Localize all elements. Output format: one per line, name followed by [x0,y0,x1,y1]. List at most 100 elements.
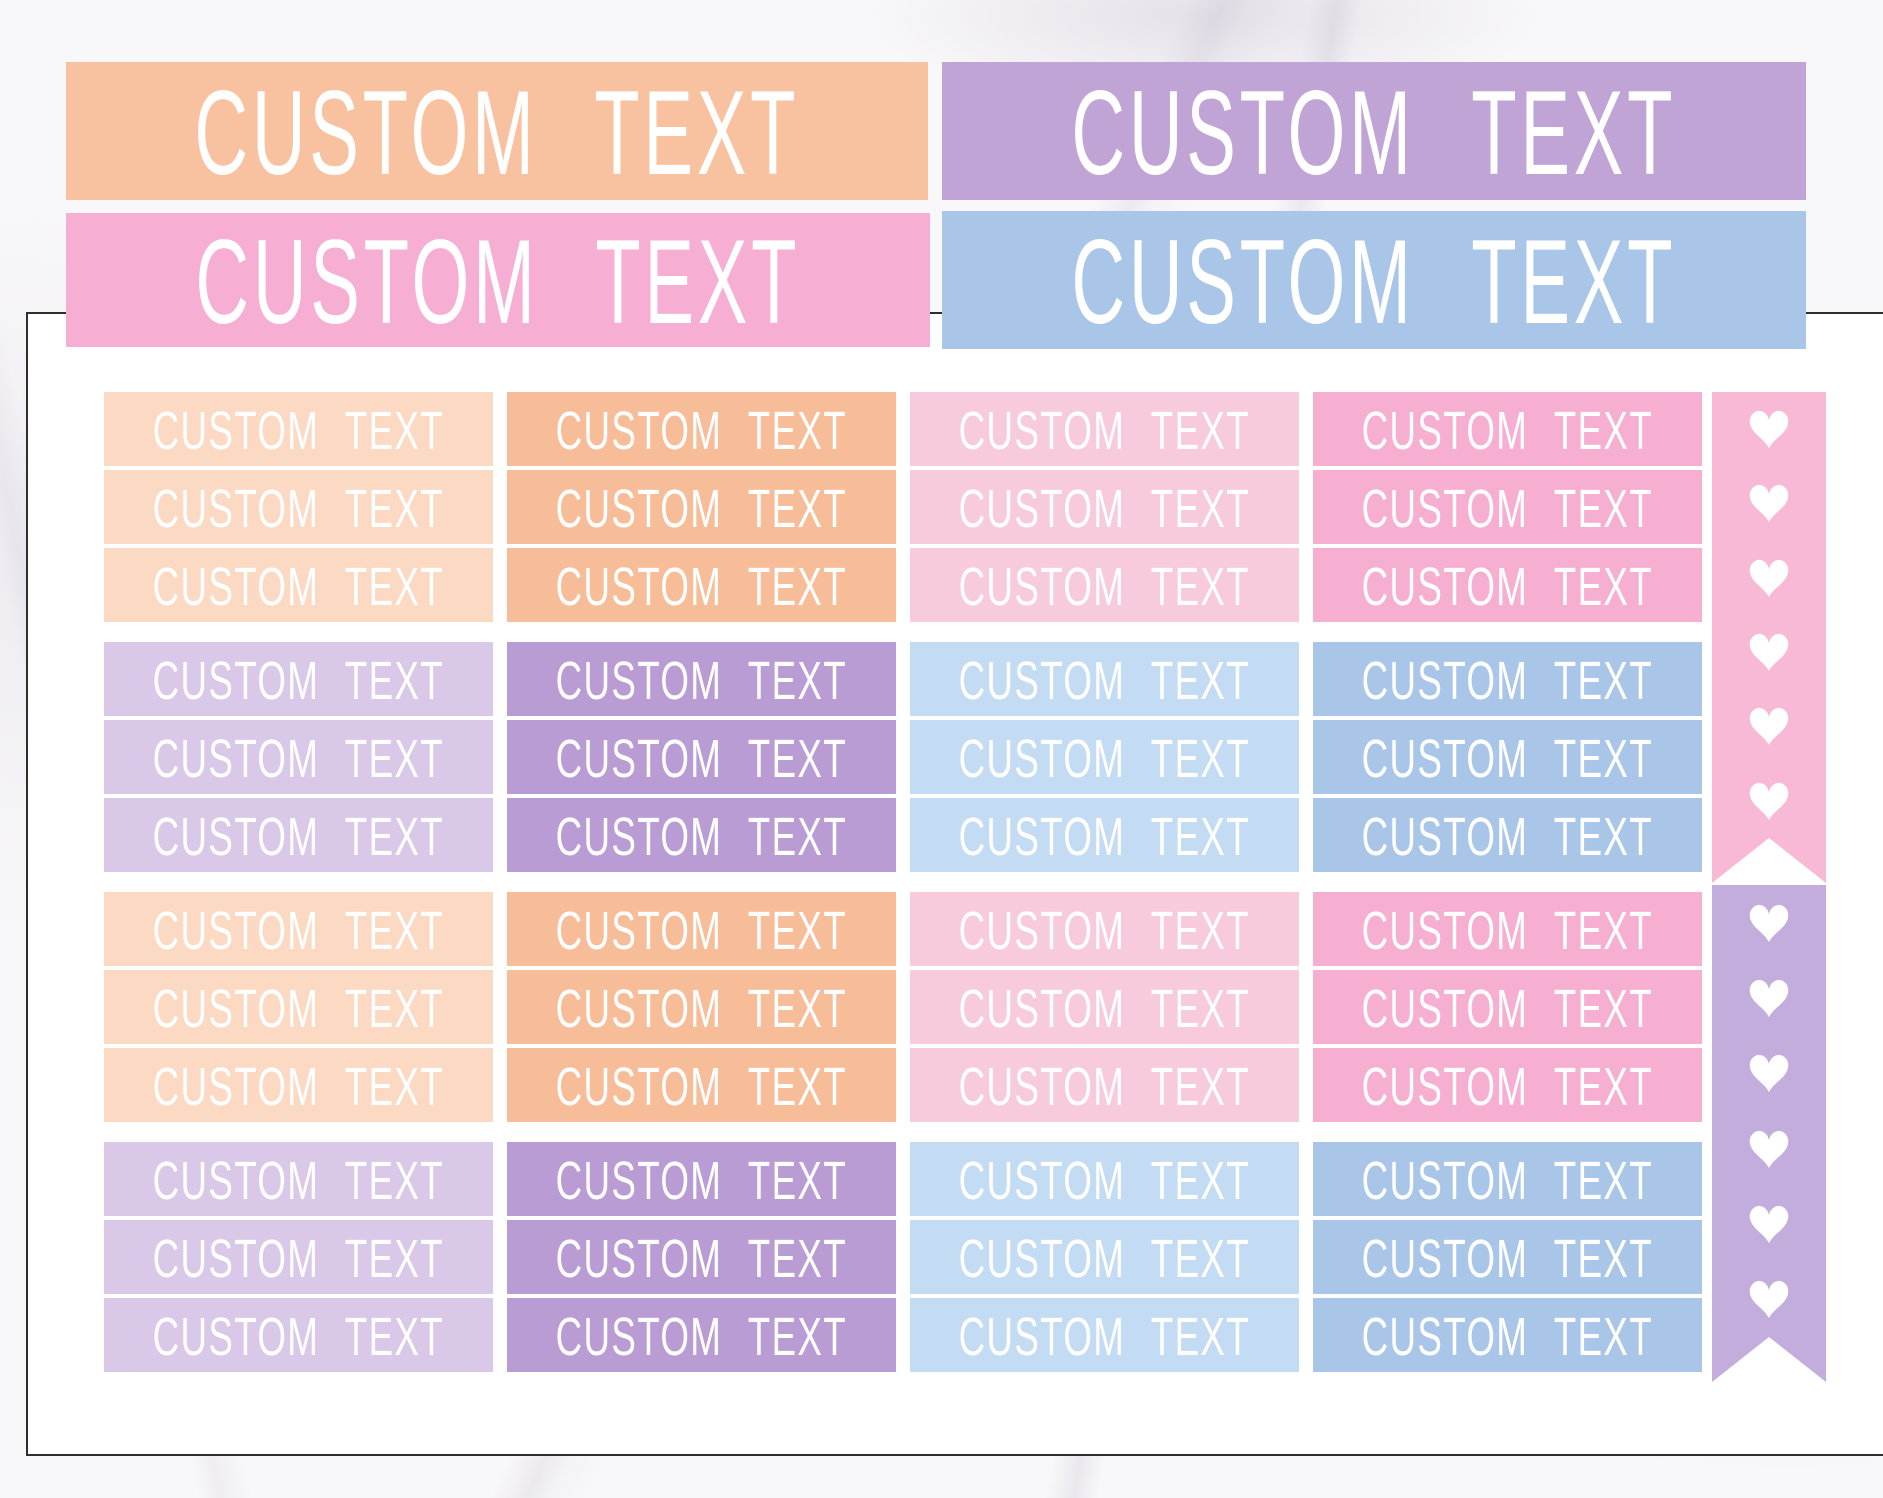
sticker-bar-label: CUSTOM TEXT [958,400,1251,461]
sticker-bar: CUSTOM TEXT [910,1142,1299,1216]
sticker-bar: CUSTOM TEXT [910,798,1299,872]
heart-icon [1746,901,1792,945]
sticker-row: CUSTOM TEXT CUSTOM TEXT CUSTOM TEXT CUSTOM … [104,1220,1702,1294]
sticker-bar: CUSTOM TEXT [104,798,493,872]
sticker-row: CUSTOM TEXT CUSTOM TEXT CUSTOM TEXT CUSTOM … [104,392,1702,466]
sticker-bar: CUSTOM TEXT [104,970,493,1044]
heart-icon [1746,779,1792,823]
sticker-row: CUSTOM TEXT CUSTOM TEXT CUSTOM TEXT CUSTOM … [104,892,1702,966]
sticker-bar: CUSTOM TEXT [507,1220,896,1294]
sticker-bar-label: CUSTOM TEXT [1361,978,1654,1039]
sticker-bar: CUSTOM TEXT [1313,1048,1702,1122]
sticker-bar-label: CUSTOM TEXT [152,556,445,617]
sticker-bar: CUSTOM TEXT [104,1298,493,1372]
sticker-bar-label: CUSTOM TEXT [958,978,1251,1039]
sticker-row: CUSTOM TEXT CUSTOM TEXT CUSTOM TEXT CUSTOM … [104,798,1702,872]
sticker-bar: CUSTOM TEXT [104,642,493,716]
sticker-bar-label: CUSTOM TEXT [555,728,848,789]
sticker-bar-label: CUSTOM TEXT [1361,806,1654,867]
heart-icon [1746,1051,1792,1095]
sticker-bar-label: CUSTOM TEXT [152,1056,445,1117]
sticker-bar-label: CUSTOM TEXT [958,728,1251,789]
sticker-bar: CUSTOM TEXT [910,548,1299,622]
sticker-bar-label: CUSTOM TEXT [555,650,848,711]
sticker-bar: CUSTOM TEXT [104,1142,493,1216]
purple-blue-group-2: CUSTOM TEXT CUSTOM TEXT CUSTOM TEXT CUSTOM … [104,1142,1702,1372]
sticker-bar: CUSTOM TEXT [507,1298,896,1372]
sticker-row: CUSTOM TEXT CUSTOM TEXT CUSTOM TEXT CUSTOM … [104,470,1702,544]
sticker-bar-label: CUSTOM TEXT [1361,1150,1654,1211]
sticker-bar: CUSTOM TEXT [1313,470,1702,544]
sticker-bar: CUSTOM TEXT [1313,1142,1702,1216]
sticker-bar-label: CUSTOM TEXT [958,806,1251,867]
sticker-bar-label: CUSTOM TEXT [555,1150,848,1211]
header-bar-pink: CUSTOM TEXT [66,213,930,347]
sticker-bar-label: CUSTOM TEXT [958,900,1251,961]
header-label: CUSTOM TEXT [1071,66,1677,200]
sticker-bar: CUSTOM TEXT [507,720,896,794]
sticker-row: CUSTOM TEXT CUSTOM TEXT CUSTOM TEXT CUSTOM … [104,642,1702,716]
sticker-bar: CUSTOM TEXT [507,1142,896,1216]
sticker-bar: CUSTOM TEXT [910,392,1299,466]
peach-pink-group-2: CUSTOM TEXT CUSTOM TEXT CUSTOM TEXT CUSTOM … [104,892,1702,1122]
sticker-bar: CUSTOM TEXT [910,1220,1299,1294]
sticker-bar: CUSTOM TEXT [1313,392,1702,466]
sticker-bar: CUSTOM TEXT [507,970,896,1044]
header-bar-purple: CUSTOM TEXT [942,62,1806,200]
sticker-bar: CUSTOM TEXT [507,548,896,622]
heart-icon [1746,481,1792,525]
sticker-bar-label: CUSTOM TEXT [958,1228,1251,1289]
sticker-bar-label: CUSTOM TEXT [1361,1306,1654,1367]
sticker-bar: CUSTOM TEXT [910,642,1299,716]
heart-icon [1746,976,1792,1020]
sticker-bar: CUSTOM TEXT [507,470,896,544]
sticker-bar-label: CUSTOM TEXT [555,478,848,539]
peach-pink-group-1: CUSTOM TEXT CUSTOM TEXT CUSTOM TEXT CUSTOM … [104,392,1702,622]
sticker-bar-label: CUSTOM TEXT [1361,728,1654,789]
sticker-bar: CUSTOM TEXT [507,798,896,872]
sticker-bar: CUSTOM TEXT [104,548,493,622]
sticker-bar: CUSTOM TEXT [1313,1298,1702,1372]
sticker-row: CUSTOM TEXT CUSTOM TEXT CUSTOM TEXT CUSTOM … [104,1142,1702,1216]
sticker-bar-label: CUSTOM TEXT [555,400,848,461]
sticker-bar-label: CUSTOM TEXT [152,978,445,1039]
sticker-bar: CUSTOM TEXT [507,642,896,716]
sticker-row: CUSTOM TEXT CUSTOM TEXT CUSTOM TEXT CUSTOM … [104,970,1702,1044]
sticker-bar-label: CUSTOM TEXT [1361,650,1654,711]
sticker-bar: CUSTOM TEXT [1313,548,1702,622]
sticker-bar: CUSTOM TEXT [507,1048,896,1122]
sticker-bar-label: CUSTOM TEXT [958,1150,1251,1211]
sticker-bar: CUSTOM TEXT [104,470,493,544]
sticker-bar: CUSTOM TEXT [104,720,493,794]
sticker-row: CUSTOM TEXT CUSTOM TEXT CUSTOM TEXT CUSTOM … [104,720,1702,794]
heart-icon [1746,630,1792,674]
sticker-bar: CUSTOM TEXT [1313,892,1702,966]
heart-icon [1746,1277,1792,1321]
sticker-bar: CUSTOM TEXT [1313,642,1702,716]
sticker-bar-label: CUSTOM TEXT [555,978,848,1039]
sticker-bar-label: CUSTOM TEXT [1361,900,1654,961]
heart-icon [1746,1202,1792,1246]
sticker-bar-label: CUSTOM TEXT [152,1306,445,1367]
sticker-bar-label: CUSTOM TEXT [555,900,848,961]
sticker-bar-label: CUSTOM TEXT [1361,1228,1654,1289]
sticker-bar: CUSTOM TEXT [1313,720,1702,794]
sticker-bar-label: CUSTOM TEXT [152,1150,445,1211]
heart-icon [1746,1127,1792,1171]
sticker-bar-label: CUSTOM TEXT [1361,478,1654,539]
sticker-bar-label: CUSTOM TEXT [152,400,445,461]
sticker-bar: CUSTOM TEXT [104,1220,493,1294]
sticker-bar-label: CUSTOM TEXT [1361,556,1654,617]
sticker-bar: CUSTOM TEXT [104,892,493,966]
sticker-bar: CUSTOM TEXT [910,970,1299,1044]
sticker-bar: CUSTOM TEXT [1313,798,1702,872]
sticker-bar-label: CUSTOM TEXT [555,1306,848,1367]
sticker-bar-label: CUSTOM TEXT [958,650,1251,711]
purple-heart-checklist-flag [1712,885,1826,1382]
header-bar-blue: CUSTOM TEXT [942,211,1806,349]
header-label: CUSTOM TEXT [195,215,801,349]
sticker-bar: CUSTOM TEXT [910,1298,1299,1372]
sticker-bar-label: CUSTOM TEXT [958,1056,1251,1117]
header-label: CUSTOM TEXT [1071,215,1677,349]
